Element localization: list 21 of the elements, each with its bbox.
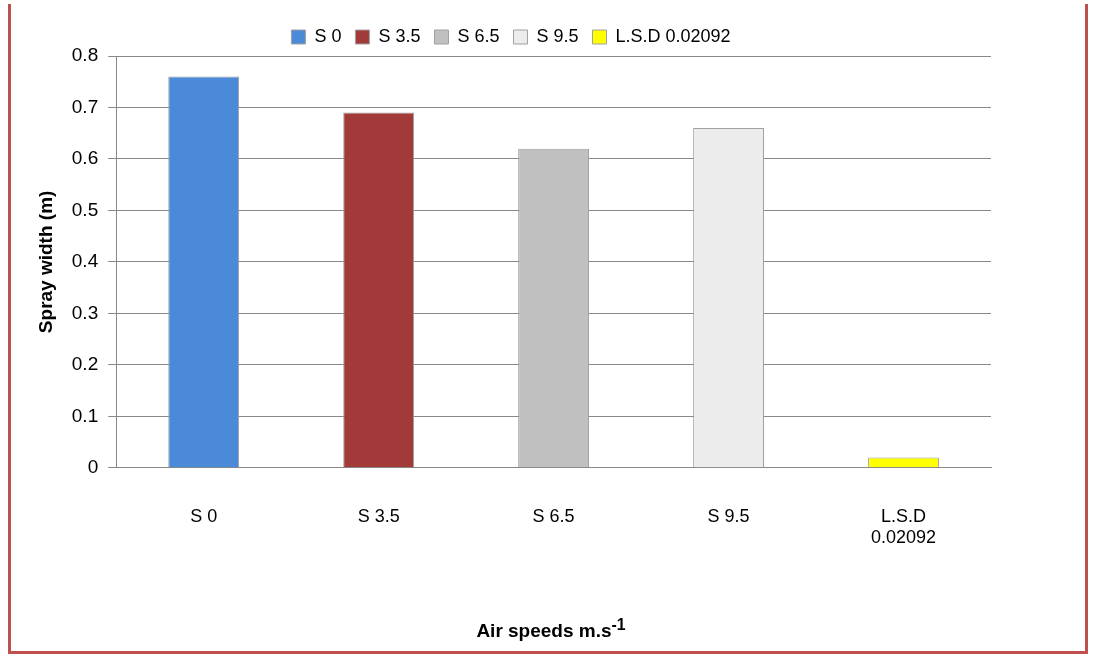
x-tick-label: S 9.5 [707,505,750,526]
x-tick-label: S 0 [190,505,218,526]
legend-label: S 3.5 [378,25,421,46]
y-tick-label: 0 [87,456,99,478]
x-axis-title: Air speeds m.s$^{-1}$ [475,616,627,643]
y-tick-label: 0.2 [71,353,99,375]
x-tick-label: S 6.5 [532,505,575,526]
legend-label: S 9.5 [536,25,579,46]
y-tick-label: 0.6 [71,147,99,169]
y-tick-label: 0.4 [71,250,99,272]
legend-label: S 6.5 [457,25,500,46]
y-tick-label: 0.8 [71,44,99,66]
x-tick-label: L.S.D 0.02092 [870,505,937,548]
y-tick-label: 0.1 [71,404,99,426]
y-tick-label: 0.7 [71,95,99,117]
y-axis-title: Spray width (m) [34,190,56,334]
y-tick-label: 0.5 [71,198,99,220]
y-tick-label: 0.3 [71,301,99,323]
legend-label: L.S.D 0.02092 [615,25,731,46]
legend-label: S 0 [314,25,342,46]
x-tick-label: S 3.5 [357,505,400,526]
